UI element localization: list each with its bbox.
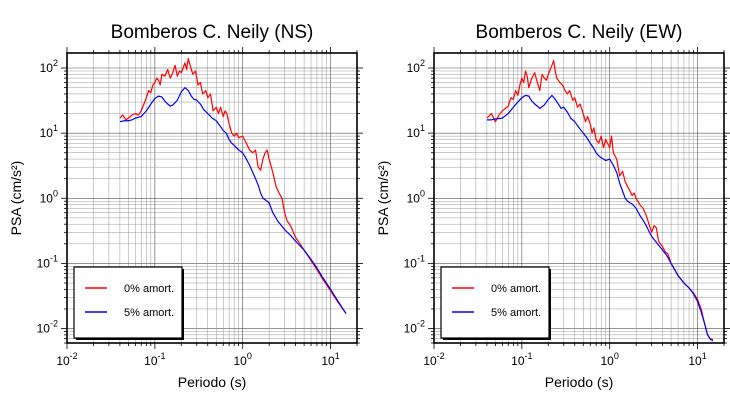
chart-panel-2: 10-2 10-1 100 101 10-2 10-1 100 101 102 Bomberos … — [375, 22, 730, 390]
legend-label: 5% amort. — [124, 307, 174, 319]
y-axis-label: PSA (cm/s²) — [375, 161, 391, 236]
y-tick-label: 101 — [40, 123, 58, 140]
y-tick-label: 10-1 — [37, 253, 58, 270]
x-tick-label: 10-1 — [144, 351, 165, 368]
x-axis-label: Periodo (s) — [178, 374, 246, 390]
legend-box — [440, 266, 550, 339]
x-tick-label: 101 — [321, 351, 339, 368]
series-line-blue — [119, 87, 347, 314]
legend-label: 0% amort. — [124, 283, 174, 295]
tick-marks — [61, 47, 363, 349]
y-axis-label: PSA (cm/s²) — [8, 161, 24, 236]
y-tick-label: 10-2 — [404, 319, 425, 336]
y-tick-label: 101 — [407, 123, 425, 140]
x-tick-label: 10-2 — [423, 351, 444, 368]
chart-panel-1: 10-2 10-1 100 101 10-2 10-1 100 101 102 Bomberos … — [8, 22, 363, 390]
series-line-blue — [486, 94, 714, 342]
x-axis-label: Periodo (s) — [545, 374, 613, 390]
legend-label: 5% amort. — [491, 307, 541, 319]
chart-title: Bomberos C. Neily (NS) — [111, 22, 314, 43]
legend: 0% amort. 5% amort. — [440, 266, 551, 340]
series-line-red — [486, 59, 714, 341]
x-tick-label: 100 — [601, 351, 619, 368]
x-tick-label: 10-2 — [56, 351, 77, 368]
legend-box — [73, 266, 183, 339]
y-tick-label: 10-1 — [404, 253, 425, 270]
y-tick-label: 10-2 — [37, 319, 58, 336]
series-line-red — [119, 57, 347, 314]
x-tick-label: 10-1 — [511, 351, 532, 368]
y-tick-label: 102 — [40, 58, 58, 75]
tick-marks — [428, 47, 730, 349]
x-tick-label: 100 — [234, 351, 252, 368]
legend-label: 0% amort. — [491, 283, 541, 295]
chart-title: Bomberos C. Neily (EW) — [476, 22, 683, 43]
y-tick-label: 102 — [407, 58, 425, 75]
x-tick-label: 101 — [688, 351, 706, 368]
y-tick-label: 100 — [40, 188, 58, 205]
legend: 0% amort. 5% amort. — [73, 266, 184, 340]
y-tick-label: 100 — [407, 188, 425, 205]
